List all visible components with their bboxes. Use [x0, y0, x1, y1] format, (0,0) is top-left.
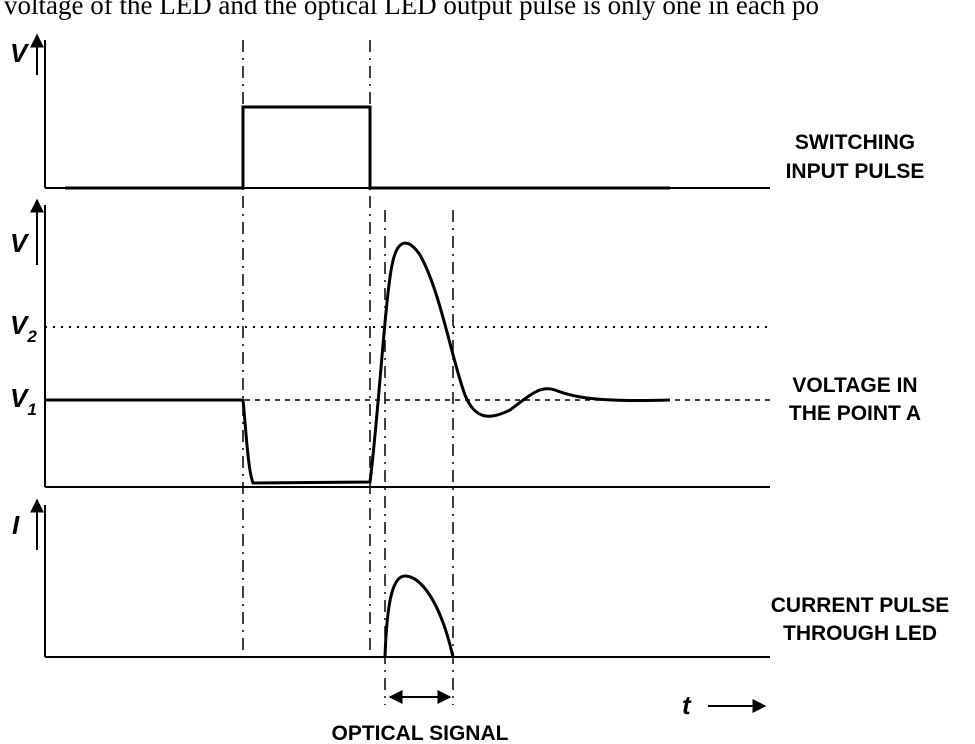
- panel-2-axes: [30, 198, 770, 488]
- footer-text: OPTICAL SIGNAL: [332, 722, 509, 744]
- caption: SWITCHING: [795, 131, 915, 154]
- time-label: t: [682, 690, 692, 720]
- caption: THROUGH LED: [783, 622, 937, 645]
- axis-label: V: [10, 228, 30, 258]
- level-label: V2: [10, 310, 37, 346]
- axis-label: V: [10, 38, 30, 68]
- caption: CURRENT PULSE: [771, 594, 950, 617]
- caption: INPUT PULSE: [786, 160, 925, 183]
- guide-lines: [242, 40, 454, 705]
- caption: THE POINT A: [789, 402, 921, 425]
- panel-3-axes: [30, 498, 770, 658]
- caption: VOLTAGE IN: [792, 374, 917, 397]
- current-pulse: [383, 574, 455, 658]
- panel-1-axes: [30, 33, 770, 189]
- input-pulse: [65, 105, 670, 190]
- voltage-waveform: [45, 241, 671, 485]
- header-text: voltage of the LED and the optical LED o…: [4, 0, 819, 20]
- level-label: V1: [10, 383, 37, 419]
- axis-label: I: [12, 510, 20, 540]
